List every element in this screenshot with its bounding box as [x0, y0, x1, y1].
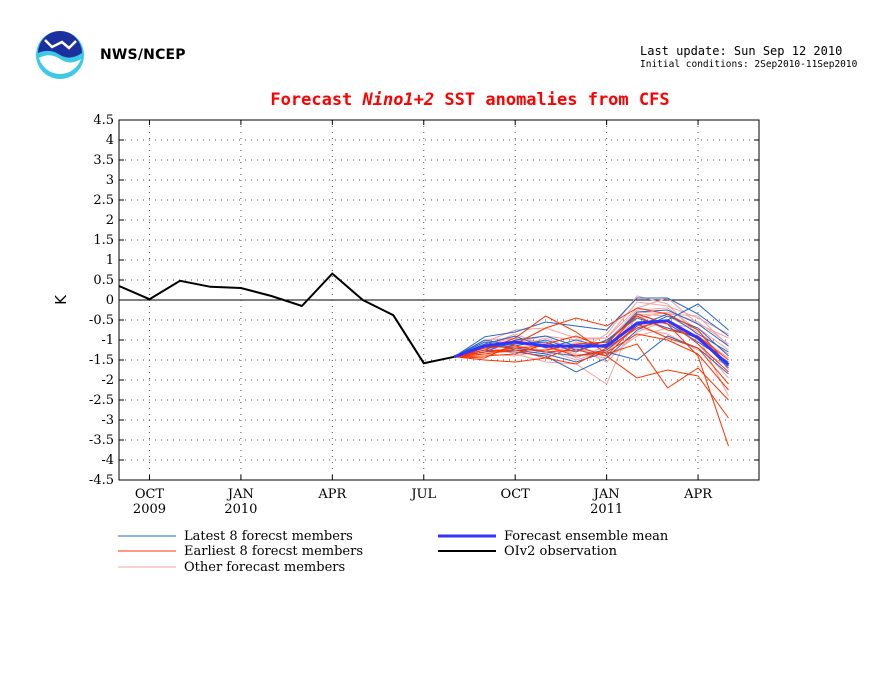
org-name: NWS/NCEP [100, 47, 186, 63]
x-tick-year-label: 2009 [133, 502, 166, 517]
y-tick-label: -3 [101, 413, 114, 428]
y-tick-label: 2.5 [93, 193, 114, 208]
y-tick-label: 2 [106, 213, 114, 228]
y-tick-label: -4.5 [89, 473, 114, 488]
x-tick-year-label: 2010 [224, 502, 257, 517]
legend-earliest-label: Earliest 8 forecst members [184, 544, 363, 559]
x-tick-label: JAN [592, 487, 620, 502]
other-member-line [453, 297, 729, 358]
earliest-member-line [454, 319, 729, 373]
earliest-member-line [454, 345, 729, 419]
earliest-member-line [454, 315, 729, 361]
legend-latest-label: Latest 8 forecst members [184, 529, 353, 544]
latest-member-line [453, 297, 729, 358]
legend-other-label: Other forecast members [184, 560, 345, 575]
plot-frame [118, 119, 760, 481]
y-tick-label: 1 [106, 253, 114, 268]
y-tick-label: 4 [106, 133, 114, 148]
earliest-member-line [454, 313, 729, 447]
x-tick-label: OCT [501, 487, 531, 502]
y-tick-label: -4 [101, 453, 114, 468]
y-tick-label: -3.5 [89, 433, 114, 448]
x-tick-label: JAN [226, 487, 254, 502]
title-prefix: Forecast [270, 90, 363, 110]
title-italic: Nino1+2 [362, 90, 435, 110]
y-tick-label: -2 [101, 373, 114, 388]
noaa-logo [36, 31, 84, 79]
y-tick-label: -2.5 [89, 393, 114, 408]
y-tick-label: 1.5 [93, 233, 114, 248]
last-update: Last update: Sun Sep 12 2010 [640, 44, 843, 58]
x-tick-label: APR [683, 487, 713, 502]
x-tick-label: APR [317, 487, 347, 502]
y-tick-label: 3.5 [93, 153, 114, 168]
earliest-member-line [454, 315, 729, 401]
ensemble-mean-line [453, 319, 730, 366]
observation-line [118, 272, 455, 365]
y-tick-label: 0.5 [93, 273, 114, 288]
y-tick-label: 0 [106, 293, 114, 308]
initial-conditions: Initial conditions: 2Sep2010-11Sep2010 [640, 59, 858, 70]
title-suffix: SST anomalies from CFS [434, 90, 670, 110]
x-tick-label: JUL [409, 487, 436, 502]
x-tick-year-label: 2011 [590, 502, 623, 517]
chart-title: Forecast Nino1+2 SST anomalies from CFS [0, 90, 880, 110]
legend-mean-label: Forecast ensemble mean [504, 529, 669, 544]
y-tick-label: -1 [101, 333, 114, 348]
earliest-member-line [454, 323, 729, 385]
y-tick-label: 4.5 [93, 113, 114, 128]
y-tick-label: -1.5 [89, 353, 114, 368]
y-tick-label: -0.5 [89, 313, 114, 328]
y-axis-label: K [52, 294, 70, 305]
x-tick-label: OCT [135, 487, 165, 502]
legend-observation-label: OIv2 observation [504, 544, 618, 559]
earliest-member-line [454, 333, 729, 391]
y-tick-label: 3 [106, 173, 114, 188]
